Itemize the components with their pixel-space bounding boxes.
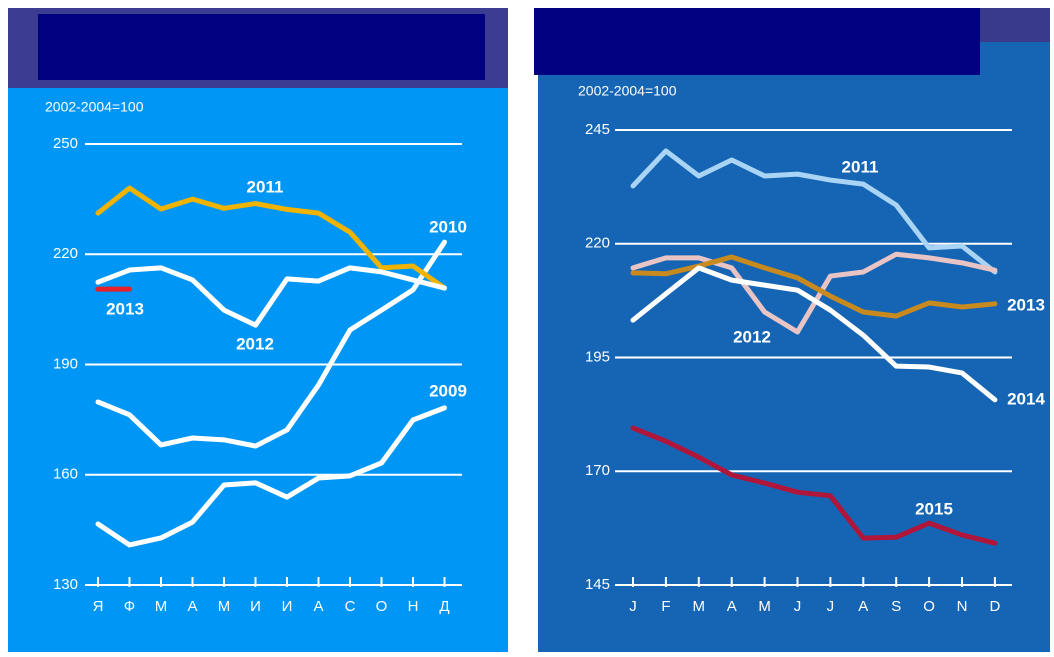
series-label: 2012 [733,327,771,346]
series-label: 2011 [247,177,284,196]
x-tick-label: Я [93,598,104,615]
y-tick-label: 145 [585,576,610,593]
x-tick-label: С [345,598,356,615]
header-box [38,14,485,80]
x-tick-label: А [187,598,197,615]
y-tick-label: 160 [53,466,78,483]
x-tick-label: М [218,598,231,615]
header-box [534,8,980,75]
y-tick-label: 190 [53,355,78,372]
x-tick-label: J [827,598,835,615]
series-line [95,185,447,291]
series-line [630,148,998,275]
x-tick-label: Н [408,598,419,615]
x-tick-label: А [313,598,323,615]
series-line [630,265,998,403]
series-label: 2011 [842,157,879,176]
x-tick-label: И [250,598,261,615]
x-tick-label: N [957,598,968,615]
series-line [95,265,447,328]
x-tick-label: A [858,598,868,615]
x-tick-label: A [727,598,737,615]
series-label: 2015 [915,499,953,518]
y-axis-label: 2002-2004=100 [578,83,677,99]
y-tick-label: 195 [585,348,610,365]
series-line [95,405,447,548]
x-tick-label: Д [439,598,449,615]
x-tick-label: Ф [124,598,135,615]
series-line [630,251,998,335]
x-tick-label: D [989,598,1000,615]
series-label: 2014 [1007,389,1045,408]
y-tick-label: 220 [53,245,78,262]
x-tick-label: И [282,598,293,615]
x-tick-label: S [891,598,901,615]
series-label: 2013 [1007,295,1045,314]
series-label: 2009 [429,381,467,400]
x-tick-label: M [758,598,771,615]
y-tick-label: 170 [585,462,610,479]
x-tick-label: O [923,598,935,615]
series-label: 2013 [106,299,144,318]
y-axis-label: 2002-2004=100 [45,99,144,115]
series-line [630,425,998,546]
y-tick-label: 130 [53,576,78,593]
x-tick-label: О [376,598,388,615]
series-line [630,254,998,319]
x-tick-label: J [794,598,802,615]
x-tick-label: J [629,598,637,615]
x-tick-label: F [661,598,670,615]
series-label: 2012 [236,334,274,353]
y-tick-label: 245 [585,121,610,138]
series-line [95,239,447,449]
x-tick-label: M [693,598,706,615]
panel-left [8,8,508,652]
series-label: 2010 [429,217,467,236]
y-tick-label: 250 [53,135,78,152]
x-tick-label: М [155,598,168,615]
y-tick-label: 220 [585,235,610,252]
